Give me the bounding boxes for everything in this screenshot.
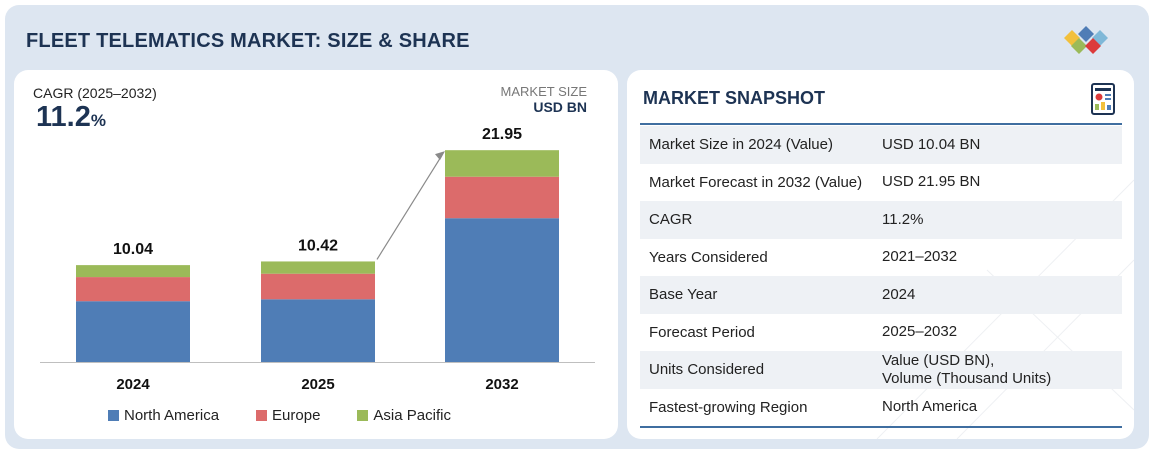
market-size-label: MARKET SIZE	[500, 84, 587, 99]
snapshot-key: Units Considered	[649, 361, 765, 379]
snapshot-value: 11.2%	[882, 210, 924, 228]
cagr-number: 11.2	[36, 101, 91, 133]
snapshot-value: North America	[882, 398, 978, 416]
bar-europe-2025	[261, 273, 375, 300]
legend-label-north-america: North America	[124, 407, 220, 424]
snapshot-value-line2: Volume (Thousand Units)	[882, 369, 1052, 387]
bar-asia-pacific-2025	[261, 261, 375, 274]
colored-diamonds-logo	[1064, 26, 1108, 54]
report-document-icon	[1091, 83, 1115, 115]
growth-arrow-line	[376, 154, 443, 260]
snapshot-row: Market Forecast in 2032 (Value) USD 21.9…	[640, 164, 1122, 202]
snapshot-row: Fastest-growing Region North America	[640, 389, 1122, 427]
x-tick-label-2025: 2025	[301, 376, 334, 393]
snapshot-key: Fastest-growing Region	[649, 398, 808, 416]
x-tick-label-2032: 2032	[485, 376, 518, 393]
snapshot-key: Market Size in 2024 (Value)	[649, 136, 833, 154]
snapshot-key: Base Year	[649, 286, 718, 304]
snapshot-value-line1: Value (USD BN),	[882, 351, 995, 369]
snapshot-row: Base Year 2024	[640, 276, 1122, 314]
x-tick-label-2024: 2024	[116, 376, 150, 393]
snapshot-value: 2021–2032	[882, 248, 958, 266]
snapshot-bottom-rule	[640, 426, 1122, 428]
snapshot-key: Market Forecast in 2032 (Value)	[649, 173, 863, 191]
cagr-value: 11.2%	[36, 101, 106, 134]
arrow-icon	[435, 151, 445, 161]
bar-europe-2032	[445, 176, 559, 219]
market-size-unit: USD BN	[533, 99, 587, 115]
snapshot-value: 2025–2032	[882, 323, 958, 341]
bar-north-america-2032	[445, 218, 559, 362]
cagr-unit: %	[90, 111, 106, 130]
total-label-2025: 10.42	[298, 237, 338, 254]
legend-swatch-north-america	[108, 410, 119, 421]
legend-item-north-america: North America	[108, 407, 219, 424]
snapshot-value: USD 21.95 BN	[882, 173, 981, 191]
snapshot-row: Units Considered Value (USD BN), Volume …	[640, 351, 1122, 389]
legend-item-asia-pacific: Asia Pacific	[357, 407, 451, 424]
snapshot-value: 2024	[882, 285, 916, 303]
snapshot-title: MARKET SNAPSHOT	[643, 88, 826, 108]
legend-swatch-asia-pacific	[357, 410, 369, 421]
bar-asia-pacific-2032	[445, 150, 559, 177]
bar-north-america-2024	[76, 301, 190, 362]
bar-europe-2024	[76, 277, 190, 302]
chart-legend: North America Europe Asia Pacific	[108, 407, 488, 424]
total-label-2024: 10.04	[113, 241, 153, 258]
snapshot-row: Years Considered 2021–2032	[640, 239, 1122, 277]
snapshot-top-rule	[640, 123, 1122, 125]
snapshot-row: Forecast Period 2025–2032	[640, 314, 1122, 352]
snapshot-value: USD 10.04 BN	[882, 135, 981, 153]
page-title: FLEET TELEMATICS MARKET: SIZE & SHARE	[26, 30, 470, 52]
legend-label-asia-pacific: Asia Pacific	[373, 407, 451, 424]
snapshot-key: Years Considered	[649, 248, 768, 266]
snapshot-key: Forecast Period	[649, 323, 755, 341]
snapshot-value: Value (USD BN), Volume (Thousand Units)	[882, 352, 1122, 388]
total-label-2032: 21.95	[482, 126, 522, 143]
bar-asia-pacific-2024	[76, 265, 190, 278]
legend-item-europe: Europe	[256, 407, 320, 424]
snapshot-row: Market Size in 2024 (Value) USD 10.04 BN	[640, 126, 1122, 164]
legend-label-europe: Europe	[272, 407, 321, 424]
snapshot-row: CAGR 11.2%	[640, 201, 1122, 239]
bar-north-america-2025	[261, 299, 375, 362]
snapshot-key: CAGR	[649, 211, 693, 229]
snapshot-table: Market Size in 2024 (Value) USD 10.04 BN…	[640, 126, 1122, 426]
cagr-label: CAGR (2025–2032)	[33, 85, 157, 101]
legend-swatch-europe	[256, 410, 268, 421]
